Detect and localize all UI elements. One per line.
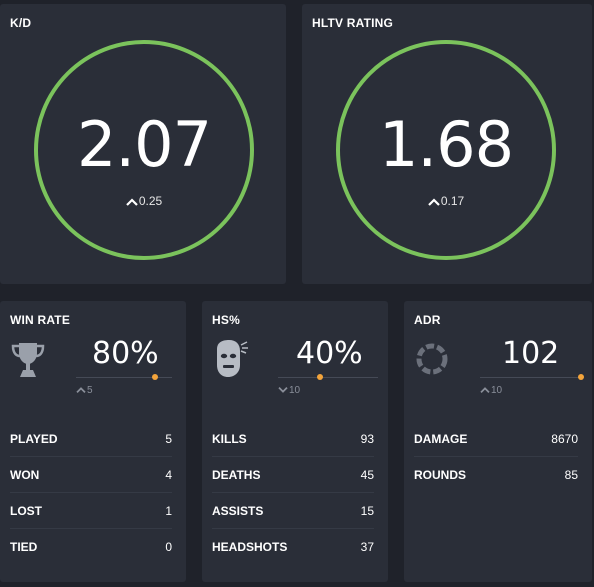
adr-value: 102 bbox=[502, 336, 560, 371]
hs-delta-value: 10 bbox=[289, 385, 301, 396]
table-row: HEADSHOTS 37 bbox=[212, 529, 374, 565]
win-rate-marker bbox=[152, 374, 158, 380]
hs-rows: KILLS 93 DEATHS 45 ASSISTS 15 HEADSHOTS 37 bbox=[212, 421, 374, 565]
row-value: 37 bbox=[360, 540, 374, 554]
adr-panel: ADR 102 10 DAMAGE 8670 ROUNDS 85 bbox=[404, 301, 592, 582]
adr-marker bbox=[578, 374, 584, 380]
row-value: 8670 bbox=[551, 431, 578, 446]
row-label: ROUNDS bbox=[414, 468, 467, 482]
chevron-down-icon bbox=[278, 387, 288, 394]
adr-bar bbox=[480, 377, 584, 378]
headshot-icon bbox=[217, 340, 248, 377]
hs-marker bbox=[317, 374, 323, 380]
trophy-icon bbox=[11, 343, 45, 377]
hs-delta: 10 bbox=[278, 385, 300, 396]
win-rate-rows: PLAYED 5 WON 4 LOST 1 TIED 0 bbox=[10, 421, 172, 565]
row-value: 0 bbox=[165, 540, 172, 554]
table-row: LOST 1 bbox=[10, 493, 172, 529]
rating-title: HLTV RATING bbox=[312, 16, 394, 30]
kd-value: 2.07 bbox=[76, 108, 212, 181]
row-label: DAMAGE bbox=[414, 431, 468, 446]
row-label: PLAYED bbox=[10, 431, 58, 446]
adr-title: ADR bbox=[414, 313, 441, 327]
table-row: WON 4 bbox=[10, 457, 172, 493]
row-label: DEATHS bbox=[212, 467, 261, 482]
rating-value: 1.68 bbox=[378, 108, 514, 181]
row-value: 5 bbox=[165, 431, 172, 446]
row-value: 45 bbox=[360, 467, 374, 482]
table-row: ASSISTS 15 bbox=[212, 493, 374, 529]
table-row: DEATHS 45 bbox=[212, 457, 374, 493]
adr-ring-icon bbox=[416, 343, 448, 375]
rating-delta: 0.17 bbox=[340, 194, 552, 208]
rating-ring: 1.68 0.17 bbox=[336, 40, 556, 260]
win-rate-panel: WIN RATE 80% 5 PLAYED 5 WON 4 LOST 1 TIED 0 bbox=[0, 301, 186, 582]
hs-title: HS% bbox=[212, 313, 240, 327]
hs-panel: HS% 40% 10 KILLS 93 DEATHS 45 ASSISTS 15 HE… bbox=[202, 301, 388, 582]
hs-bar bbox=[278, 377, 378, 378]
table-row: TIED 0 bbox=[10, 529, 172, 565]
rating-panel: HLTV RATING 1.68 0.17 bbox=[302, 4, 592, 284]
table-row: KILLS 93 bbox=[212, 421, 374, 457]
win-rate-delta: 5 bbox=[76, 385, 93, 396]
kd-delta-value: 0.25 bbox=[138, 194, 163, 208]
row-label: LOST bbox=[10, 503, 42, 518]
row-value: 4 bbox=[165, 467, 172, 482]
row-label: HEADSHOTS bbox=[212, 540, 288, 554]
win-rate-bar bbox=[76, 377, 172, 378]
chevron-up-icon bbox=[126, 198, 138, 206]
rating-delta-value: 0.17 bbox=[440, 194, 465, 208]
win-rate-value: 80% bbox=[92, 336, 159, 371]
row-label: KILLS bbox=[212, 431, 247, 446]
table-row: PLAYED 5 bbox=[10, 421, 172, 457]
table-row: ROUNDS 85 bbox=[414, 457, 578, 493]
kd-ring: 2.07 0.25 bbox=[34, 40, 254, 260]
kd-panel: K/D 2.07 0.25 bbox=[0, 4, 286, 284]
adr-rows: DAMAGE 8670 ROUNDS 85 bbox=[414, 421, 578, 493]
row-label: WON bbox=[10, 467, 40, 482]
kd-title: K/D bbox=[10, 16, 32, 30]
row-value: 85 bbox=[564, 468, 578, 482]
row-label: TIED bbox=[10, 540, 38, 554]
row-label: ASSISTS bbox=[212, 503, 264, 518]
row-value: 93 bbox=[360, 431, 374, 446]
kd-delta: 0.25 bbox=[38, 194, 250, 208]
chevron-up-icon bbox=[428, 198, 440, 206]
adr-delta: 10 bbox=[480, 385, 502, 396]
chevron-up-icon bbox=[480, 387, 490, 394]
adr-delta-value: 10 bbox=[491, 385, 503, 396]
row-value: 1 bbox=[165, 503, 172, 518]
win-rate-delta-value: 5 bbox=[87, 385, 93, 396]
win-rate-title: WIN RATE bbox=[10, 313, 71, 327]
table-row: DAMAGE 8670 bbox=[414, 421, 578, 457]
row-value: 15 bbox=[360, 503, 374, 518]
hs-value: 40% bbox=[296, 336, 363, 371]
chevron-up-icon bbox=[76, 387, 86, 394]
